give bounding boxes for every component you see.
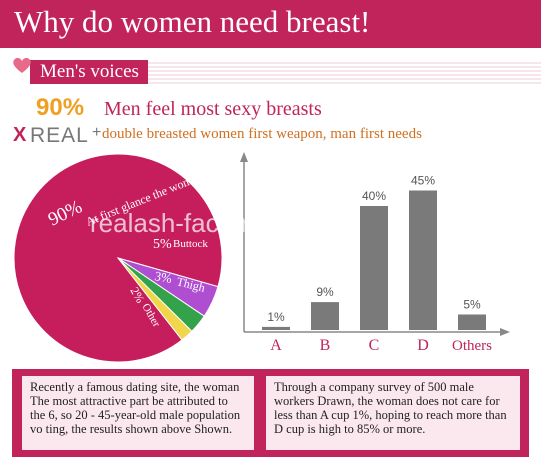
bar-value-label: 40% (362, 189, 386, 203)
pie-label-2: 5% (153, 237, 172, 252)
bar-c (360, 206, 388, 330)
x-tick-label: D (417, 337, 429, 354)
x-tick-label: B (320, 337, 331, 354)
headline-percent: 90% (36, 94, 85, 121)
bar-others (458, 314, 486, 330)
x-tick-label: A (270, 337, 282, 354)
brand-plus: + (92, 124, 102, 141)
brand-x-icon: X (13, 124, 27, 146)
brand-tagline: double breasted women first weapon, man … (102, 126, 422, 142)
bar-d (409, 190, 437, 330)
x-tick-label: Others (452, 338, 492, 354)
headline-text: Men feel most sexy breasts (104, 98, 322, 120)
pie-slice-text-3: Thigh (175, 274, 206, 295)
header-banner: Why do women need breast! (0, 0, 541, 48)
note-right: Through a company survey of 500 male wor… (266, 376, 520, 450)
watermark: realash-factory.com (90, 208, 317, 238)
pie-label-3: 3% (153, 268, 173, 286)
pie-slice-text-2: Buttock (173, 238, 208, 250)
page-title: Why do women need breast! (14, 4, 371, 39)
bar-value-label: 45% (411, 174, 435, 188)
brand-real: REAL (30, 124, 89, 147)
bar-value-label: 9% (316, 285, 334, 299)
section-bar: Men's voices (0, 54, 541, 90)
bar-chart: 1% A 9% B 40% C 45% D 5% Others (240, 152, 510, 354)
pie-slice-4 (117, 257, 193, 341)
bar-a (262, 326, 290, 330)
note-left: Recently a famous dating site, the woman… (22, 376, 254, 450)
bar-b (311, 302, 339, 330)
section-tag: Men's voices (30, 60, 148, 84)
y-axis-arrow (240, 152, 248, 162)
bar-value-label: 1% (267, 310, 285, 324)
x-axis-arrow (500, 328, 510, 336)
pie-label-4: 2% (127, 285, 147, 306)
bar-value-label: 5% (463, 298, 481, 312)
heart-icon (13, 57, 31, 73)
x-tick-label: C (369, 337, 380, 354)
